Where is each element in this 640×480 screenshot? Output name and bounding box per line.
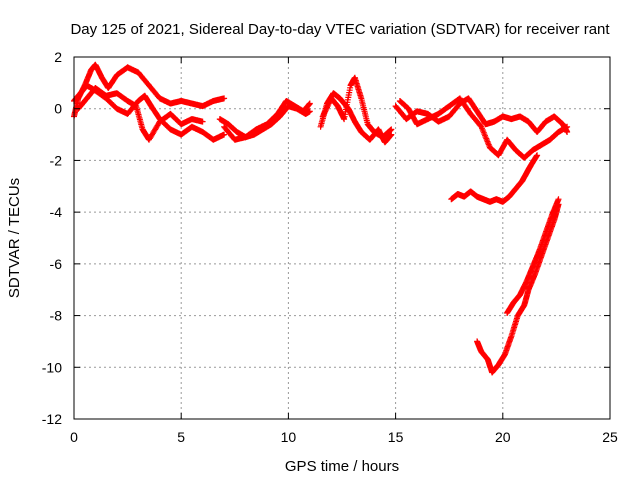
data-point (388, 126, 395, 133)
chart-title: Day 125 of 2021, Sidereal Day-to-day VTE… (70, 21, 610, 38)
data-point (564, 123, 571, 130)
data-point (221, 131, 228, 138)
data-point (199, 118, 206, 125)
y-tick-label: -4 (50, 204, 63, 220)
x-tick-label: 15 (388, 429, 404, 445)
data-points (71, 61, 571, 376)
data-point (555, 196, 562, 203)
tick-labels: 0 5 10 15 20 25 -12 -10 -8 -6 -4 -2 0 2 (42, 49, 618, 445)
data-point (326, 99, 333, 106)
y-tick-label: 0 (54, 101, 62, 117)
x-tick-label: 25 (602, 429, 618, 445)
x-axis-label: GPS time / hours (285, 458, 399, 475)
data-point (221, 95, 228, 102)
data-point (306, 108, 313, 115)
x-tick-label: 20 (495, 429, 511, 445)
data-point (306, 100, 313, 107)
y-tick-label: -6 (50, 256, 63, 272)
y-tick-label: 2 (54, 49, 62, 65)
x-tick-label: 5 (177, 429, 185, 445)
y-tick-label: -2 (50, 152, 63, 168)
axis-ticks (73, 56, 611, 420)
x-tick-label: 10 (281, 429, 297, 445)
y-tick-label: -10 (42, 359, 62, 375)
data-point (534, 152, 541, 159)
y-tick-label: -8 (50, 308, 63, 324)
y-axis-label: SDTVAR / TECUs (6, 178, 23, 298)
plot-frame (73, 56, 611, 420)
y-tick-label: -12 (42, 411, 62, 427)
x-tick-label: 0 (70, 429, 78, 445)
